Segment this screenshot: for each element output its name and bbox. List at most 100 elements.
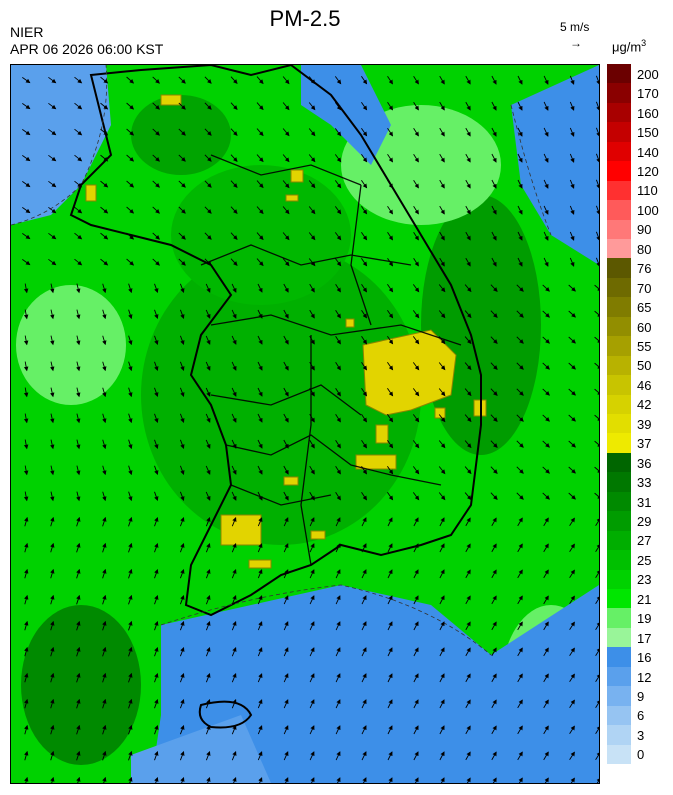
legend-swatch [607,102,631,123]
wind-arrow-icon [361,673,367,683]
wind-arrow-icon [50,542,55,553]
wind-arrow-icon [152,154,160,162]
wind-arrow-icon [100,206,109,214]
wind-arrow-icon [232,776,237,783]
wind-arrow-icon [231,698,237,709]
wind-arrow-icon [595,725,599,735]
wind-arrow-icon [465,595,471,605]
wind-arrow-icon [50,465,55,476]
wind-arrow-icon [309,621,315,631]
wind-arrow-icon [336,777,341,783]
wind-arrow-icon [283,517,289,527]
wind-arrow-icon [50,309,55,320]
wind-arrow-icon [413,569,419,579]
pm25-map [10,64,600,784]
wind-arrow-icon [413,517,419,527]
legend-swatch [607,316,631,337]
wind-arrow-icon [102,698,107,709]
legend-swatch [607,725,631,746]
wind-arrow-icon [154,750,159,761]
wind-arrow-icon [543,127,549,137]
wind-arrow-icon [230,128,238,136]
wind-arrow-icon [361,414,368,423]
wind-arrow-icon [179,413,185,424]
wind-arrow-icon [569,751,575,761]
wind-arrow-icon [179,542,185,553]
wind-arrow-icon [490,336,498,344]
wind-arrow-icon [543,751,549,761]
legend-tick-label: 55 [637,338,652,354]
wind-arrow-icon [543,257,549,267]
wind-arrow-icon [335,725,341,735]
wind-arrow-icon [361,310,368,319]
wind-arrow-icon [465,725,471,735]
wind-arrow-icon [126,128,135,136]
wind-arrow-icon [256,76,264,85]
wind-arrow-icon [334,180,342,189]
wind-arrow-icon [361,102,368,111]
wind-arrow-icon [439,153,445,163]
wind-arrow-icon [76,698,81,709]
wind-arrow-icon [595,153,599,164]
wind-arrow-icon [594,414,599,422]
wind-arrow-icon [569,621,575,631]
wind-arrow-icon [568,388,576,396]
legend-swatch [607,355,631,376]
wind-arrow-icon [205,542,211,553]
wind-arrow-icon [568,414,576,422]
wind-arrow-icon [179,283,185,294]
wind-arrow-icon [257,283,263,293]
wind-arrow-icon [231,542,237,553]
wind-arrow-icon [128,387,133,398]
wind-arrow-icon [465,621,471,631]
wind-arrow-icon [283,465,289,475]
wind-arrow-icon [516,492,524,500]
wind-arrow-icon [543,153,549,163]
wind-arrow-icon [257,751,263,761]
wind-arrow-icon [205,750,211,761]
wind-arrow-icon [594,336,599,344]
wind-arrow-icon [309,543,315,553]
legend-tick-label: 60 [637,319,652,335]
wind-arrow-icon [542,362,550,370]
wind-arrow-icon [128,646,133,657]
legend-tick-label: 29 [637,513,652,529]
wind-arrow-icon [595,543,599,553]
wind-arrow-icon [465,101,471,111]
wind-arrow-icon [466,777,471,783]
wind-arrow-icon [102,387,107,398]
wind-arrow-icon [152,76,160,84]
wind-arrow-icon [74,76,83,84]
wind-arrow-icon [595,231,599,242]
wind-arrow-icon [438,388,446,397]
wind-arrow-icon [154,491,159,502]
wind-arrow-icon [413,751,419,761]
legend-tick-label: 70 [637,280,652,296]
legend-tick-label: 120 [637,163,659,179]
wind-arrow-icon [178,102,186,110]
wind-arrow-icon [361,751,367,761]
wind-arrow-icon [516,362,524,370]
wind-arrow-icon [569,569,575,579]
wind-arrow-icon [543,543,549,553]
wind-arrow-icon [154,283,159,294]
wind-arrow-icon [23,491,29,502]
wind-arrow-icon [102,465,107,476]
wind-arrow-icon [179,465,185,476]
wind-arrow-icon [413,205,419,215]
wind-arrow-icon [179,387,185,398]
legend-tick-label: 33 [637,475,652,491]
wind-arrow-icon [128,491,133,502]
legend-swatch [607,511,631,532]
wind-arrow-icon [24,776,29,783]
wind-arrow-icon [542,284,550,292]
legend-tick-label: 25 [637,552,652,568]
wind-arrow-icon [50,516,55,527]
wind-arrow-icon [308,206,316,215]
wind-arrow-icon [154,335,159,346]
wind-arrow-icon [205,646,211,657]
wind-arrow-icon [257,621,263,631]
wind-arrow-icon [231,387,237,397]
wind-arrow-icon [23,465,29,476]
wind-arrow-icon [205,594,211,605]
